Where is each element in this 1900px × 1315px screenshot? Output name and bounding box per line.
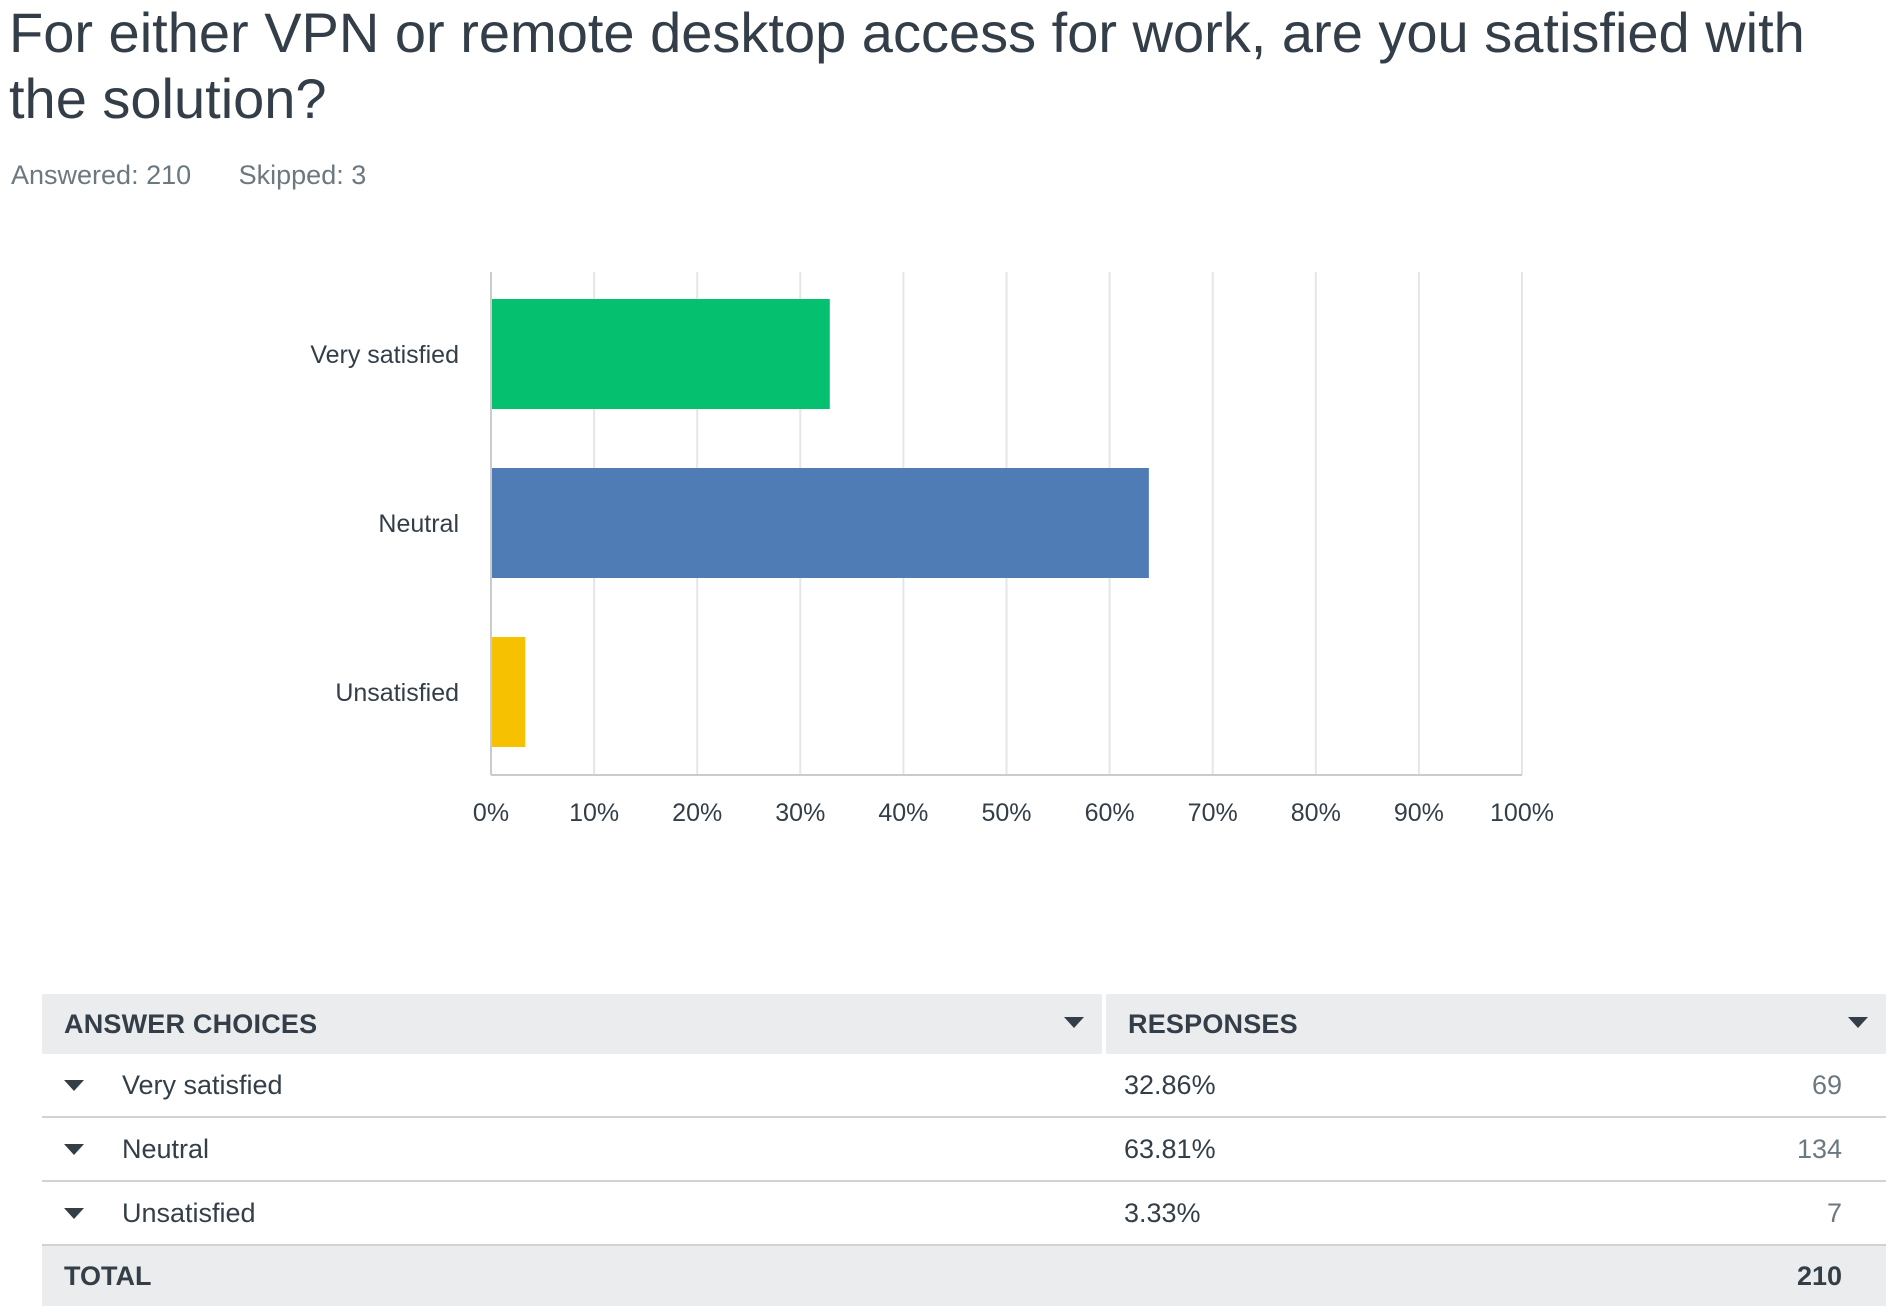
chevron-down-icon[interactable] (1848, 1017, 1868, 1028)
bar (492, 468, 1149, 578)
x-tick-label: 50% (981, 799, 1031, 827)
answered-count: Answered: 210 (11, 160, 192, 190)
caret-down-icon[interactable] (64, 1207, 84, 1219)
category-label: Unsatisfied (335, 679, 459, 707)
table-row: Very satisfied 32.86% 69 (42, 1054, 1886, 1118)
answer-choice-label: Unsatisfied (122, 1197, 256, 1228)
skipped-count: Skipped: 3 (238, 160, 367, 190)
table-row: Unsatisfied 3.33% 7 (42, 1182, 1886, 1246)
answer-choices-header[interactable]: ANSWER CHOICES (42, 994, 1102, 1054)
response-percent: 3.33% (1124, 1197, 1201, 1228)
x-tick-label: 90% (1394, 799, 1444, 827)
x-tick-label: 0% (473, 799, 509, 827)
category-label: Very satisfied (310, 341, 459, 369)
response-count: 7 (1826, 1197, 1842, 1228)
x-tick-label: 20% (672, 799, 722, 827)
responses-header[interactable]: RESPONSES (1102, 994, 1886, 1054)
x-tick-label: 100% (1490, 799, 1554, 827)
response-stats: Answered: 210 Skipped: 3 (11, 160, 406, 191)
total-count: 210 (1796, 1260, 1842, 1291)
x-tick-label: 40% (878, 799, 928, 827)
caret-down-icon[interactable] (64, 1143, 84, 1155)
chevron-down-icon[interactable] (1064, 1017, 1084, 1028)
response-percent: 63.81% (1124, 1133, 1216, 1164)
bar (492, 299, 830, 409)
question-title: For either VPN or remote desktop access … (9, 1, 1805, 130)
bar (492, 637, 526, 747)
x-tick-label: 60% (1085, 799, 1135, 827)
answer-choice-label: Neutral (122, 1133, 210, 1164)
answer-choice-label: Very satisfied (122, 1069, 283, 1100)
results-table: ANSWER CHOICES RESPONSES Very satisfied … (42, 994, 1886, 1306)
response-count: 134 (1796, 1133, 1842, 1164)
x-tick-label: 30% (775, 799, 825, 827)
table-total-row: TOTAL 210 (42, 1246, 1886, 1306)
table-row: Neutral 63.81% 134 (42, 1118, 1886, 1182)
response-count: 69 (1811, 1069, 1842, 1100)
category-label: Neutral (378, 510, 459, 538)
response-percent: 32.86% (1124, 1069, 1216, 1100)
responses-header-label: RESPONSES (1128, 1008, 1298, 1039)
x-tick-label: 10% (569, 799, 619, 827)
answer-choices-header-label: ANSWER CHOICES (64, 1008, 318, 1039)
total-label: TOTAL (64, 1260, 152, 1291)
x-tick-label: 80% (1291, 799, 1341, 827)
caret-down-icon[interactable] (64, 1079, 84, 1091)
table-header-row: ANSWER CHOICES RESPONSES (42, 994, 1886, 1054)
x-tick-label: 70% (1188, 799, 1238, 827)
bar-chart: 0% 10% 20% 30% 40% 50% 60% 70% 80% 90% 100% Very sa… (310, 272, 1554, 827)
